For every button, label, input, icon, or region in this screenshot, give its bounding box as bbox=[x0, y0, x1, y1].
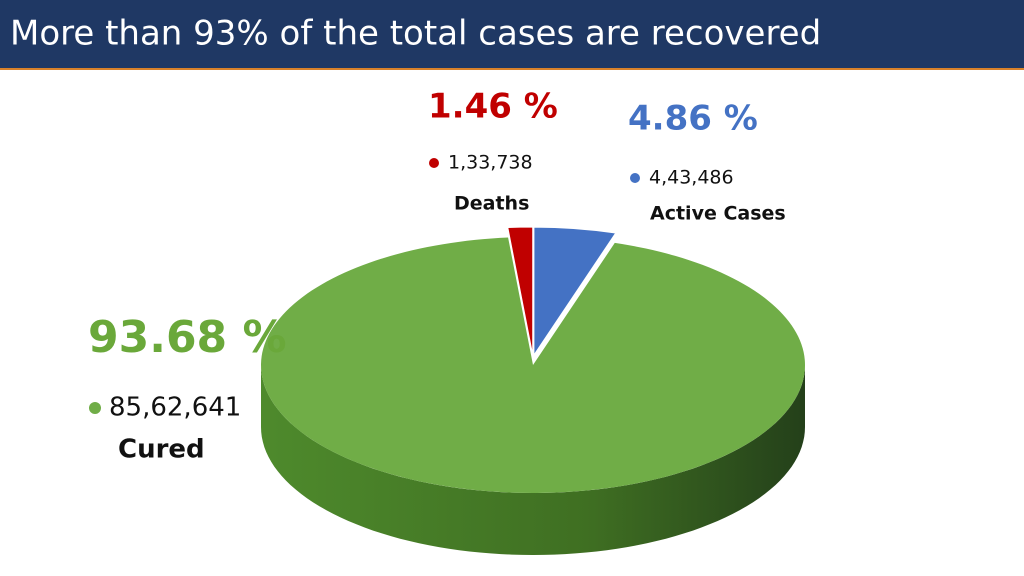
count-label: 4,43,486 bbox=[649, 167, 734, 189]
title-rule bbox=[0, 68, 1024, 70]
legend-dot bbox=[429, 158, 439, 168]
category-label: Deaths bbox=[454, 193, 529, 215]
category-label: Cured bbox=[118, 435, 205, 465]
percent-label: 1.46 % bbox=[428, 87, 558, 127]
labels: 93.68 % 85,62,641 Cured 1.46 % 1,33,738 Death… bbox=[88, 87, 786, 465]
pie bbox=[261, 226, 806, 555]
count-label: 1,33,738 bbox=[448, 152, 533, 174]
title: More than 93% of the total cases are rec… bbox=[10, 14, 821, 54]
slice-side bbox=[261, 365, 805, 555]
percent-label: 4.86 % bbox=[628, 99, 758, 139]
slice bbox=[507, 226, 534, 356]
slice bbox=[533, 226, 617, 357]
legend-dot bbox=[89, 402, 101, 414]
category-label: Active Cases bbox=[650, 203, 786, 225]
percent-label: 93.68 % bbox=[88, 312, 287, 363]
title-bar bbox=[0, 0, 1024, 68]
slice bbox=[261, 237, 806, 493]
count-label: 85,62,641 bbox=[109, 393, 241, 423]
legend-dot bbox=[630, 173, 640, 183]
